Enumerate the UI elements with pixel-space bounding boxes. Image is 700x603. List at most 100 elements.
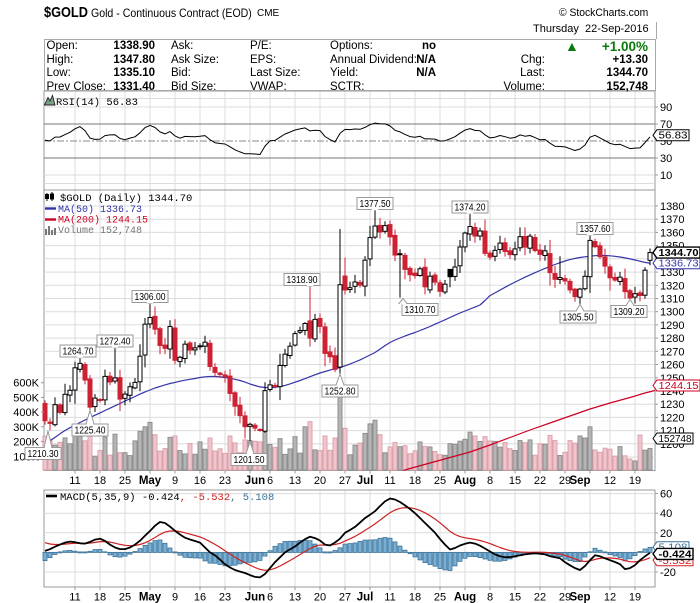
svg-text:1220: 1220 (660, 412, 684, 424)
svg-text:Volume 152,748: Volume 152,748 (58, 225, 142, 237)
svg-text:22: 22 (534, 592, 546, 603)
svg-text:6: 6 (267, 475, 273, 487)
svg-text:500K: 500K (13, 392, 39, 404)
svg-text:11: 11 (69, 592, 80, 603)
svg-text:9: 9 (172, 592, 178, 603)
svg-text:1201.50: 1201.50 (234, 455, 265, 466)
svg-text:1260: 1260 (660, 360, 684, 372)
svg-text:1225.40: 1225.40 (75, 426, 106, 437)
svg-text:27: 27 (339, 475, 351, 487)
svg-text:13: 13 (289, 592, 301, 603)
svg-text:400K: 400K (13, 407, 39, 419)
svg-text:19: 19 (629, 475, 641, 487)
svg-text:12: 12 (604, 475, 616, 487)
svg-text:MACD(5,35,9) -0.424, -5.532, 5: MACD(5,35,9) -0.424, -5.532, 5.108 (60, 492, 274, 504)
svg-text:8: 8 (487, 475, 493, 487)
svg-text:Jun: Jun (245, 592, 265, 603)
svg-text:May: May (139, 592, 162, 603)
svg-text:15: 15 (509, 592, 521, 603)
svg-text:60: 60 (660, 489, 672, 501)
svg-text:1336.73: 1336.73 (659, 259, 699, 270)
svg-text:70: 70 (660, 119, 672, 131)
svg-text:1318.90: 1318.90 (287, 275, 318, 286)
svg-text:23: 23 (219, 592, 231, 603)
svg-text:11: 11 (384, 475, 395, 487)
svg-text:1280: 1280 (660, 333, 684, 345)
svg-text:-0.424: -0.424 (659, 549, 693, 560)
svg-text:RSI(14) 56.83: RSI(14) 56.83 (56, 97, 138, 109)
svg-text:18: 18 (409, 475, 421, 487)
svg-text:25: 25 (434, 592, 446, 603)
svg-text:Sep: Sep (569, 592, 590, 603)
svg-text:-5.532: -5.532 (659, 556, 693, 567)
svg-text:15: 15 (509, 475, 521, 487)
svg-text:1272.40: 1272.40 (100, 337, 131, 348)
svg-text:1320: 1320 (660, 280, 684, 292)
svg-text:1300: 1300 (660, 307, 684, 319)
svg-text:-20: -20 (660, 567, 676, 579)
svg-text:1377.50: 1377.50 (360, 199, 391, 210)
svg-text:152748: 152748 (659, 434, 692, 445)
svg-text:1306.00: 1306.00 (135, 292, 166, 303)
svg-text:Jun: Jun (245, 475, 265, 487)
svg-text:22: 22 (534, 475, 546, 487)
svg-text:MA(200) 1244.15: MA(200) 1244.15 (58, 215, 148, 227)
svg-text:1210.30: 1210.30 (28, 449, 59, 460)
svg-text:10: 10 (660, 170, 672, 182)
svg-text:40: 40 (660, 508, 672, 520)
svg-text:1244.15: 1244.15 (659, 381, 699, 392)
svg-text:9: 9 (172, 475, 178, 487)
svg-text:1290: 1290 (660, 320, 684, 332)
svg-text:19: 19 (629, 592, 641, 603)
svg-text:1305.50: 1305.50 (563, 313, 594, 324)
svg-text:6: 6 (267, 592, 273, 603)
svg-text:16: 16 (194, 475, 206, 487)
svg-text:1357.60: 1357.60 (580, 224, 611, 235)
svg-text:1310.70: 1310.70 (405, 305, 436, 316)
svg-text:20: 20 (660, 528, 672, 540)
svg-text:May: May (139, 475, 162, 487)
svg-text:20: 20 (314, 475, 326, 487)
svg-text:Aug: Aug (454, 475, 476, 487)
svg-text:1310: 1310 (660, 294, 684, 306)
svg-text:600K: 600K (13, 378, 39, 390)
svg-text:300K: 300K (13, 422, 39, 434)
svg-text:1374.20: 1374.20 (455, 203, 486, 214)
svg-text:1309.20: 1309.20 (614, 307, 645, 318)
svg-text:30: 30 (660, 153, 672, 165)
svg-text:25: 25 (119, 592, 131, 603)
svg-text:Sep: Sep (569, 475, 590, 487)
svg-text:29: 29 (559, 475, 571, 487)
svg-text:18: 18 (94, 475, 106, 487)
svg-text:27: 27 (339, 592, 351, 603)
svg-text:8: 8 (487, 592, 493, 603)
svg-text:1360: 1360 (660, 227, 684, 239)
svg-text:90: 90 (660, 102, 672, 114)
svg-text:25: 25 (119, 475, 131, 487)
svg-text:MA(50) 1336.73: MA(50) 1336.73 (58, 204, 142, 216)
svg-text:11: 11 (384, 592, 395, 603)
svg-text:18: 18 (409, 592, 421, 603)
svg-text:18: 18 (94, 592, 106, 603)
svg-text:Jul: Jul (357, 475, 374, 487)
svg-text:23: 23 (219, 475, 231, 487)
svg-text:1370: 1370 (660, 214, 684, 226)
svg-text:Aug: Aug (454, 592, 476, 603)
svg-text:12: 12 (604, 592, 616, 603)
svg-text:$GOLD (Daily) 1344.70: $GOLD (Daily) 1344.70 (60, 193, 192, 205)
svg-text:29: 29 (559, 592, 571, 603)
svg-text:Jul: Jul (357, 592, 374, 603)
svg-text:1252.80: 1252.80 (325, 387, 356, 398)
svg-text:1380: 1380 (660, 201, 684, 213)
svg-text:11: 11 (69, 475, 80, 487)
svg-text:25: 25 (434, 475, 446, 487)
svg-text:13: 13 (289, 475, 301, 487)
svg-text:1230: 1230 (660, 399, 684, 411)
svg-text:20: 20 (314, 592, 326, 603)
svg-text:56.83: 56.83 (659, 131, 689, 142)
svg-text:1330: 1330 (660, 267, 684, 279)
svg-text:1264.70: 1264.70 (63, 347, 94, 358)
svg-text:16: 16 (194, 592, 206, 603)
svg-text:200K: 200K (13, 437, 39, 449)
svg-text:1344.70: 1344.70 (659, 248, 699, 259)
